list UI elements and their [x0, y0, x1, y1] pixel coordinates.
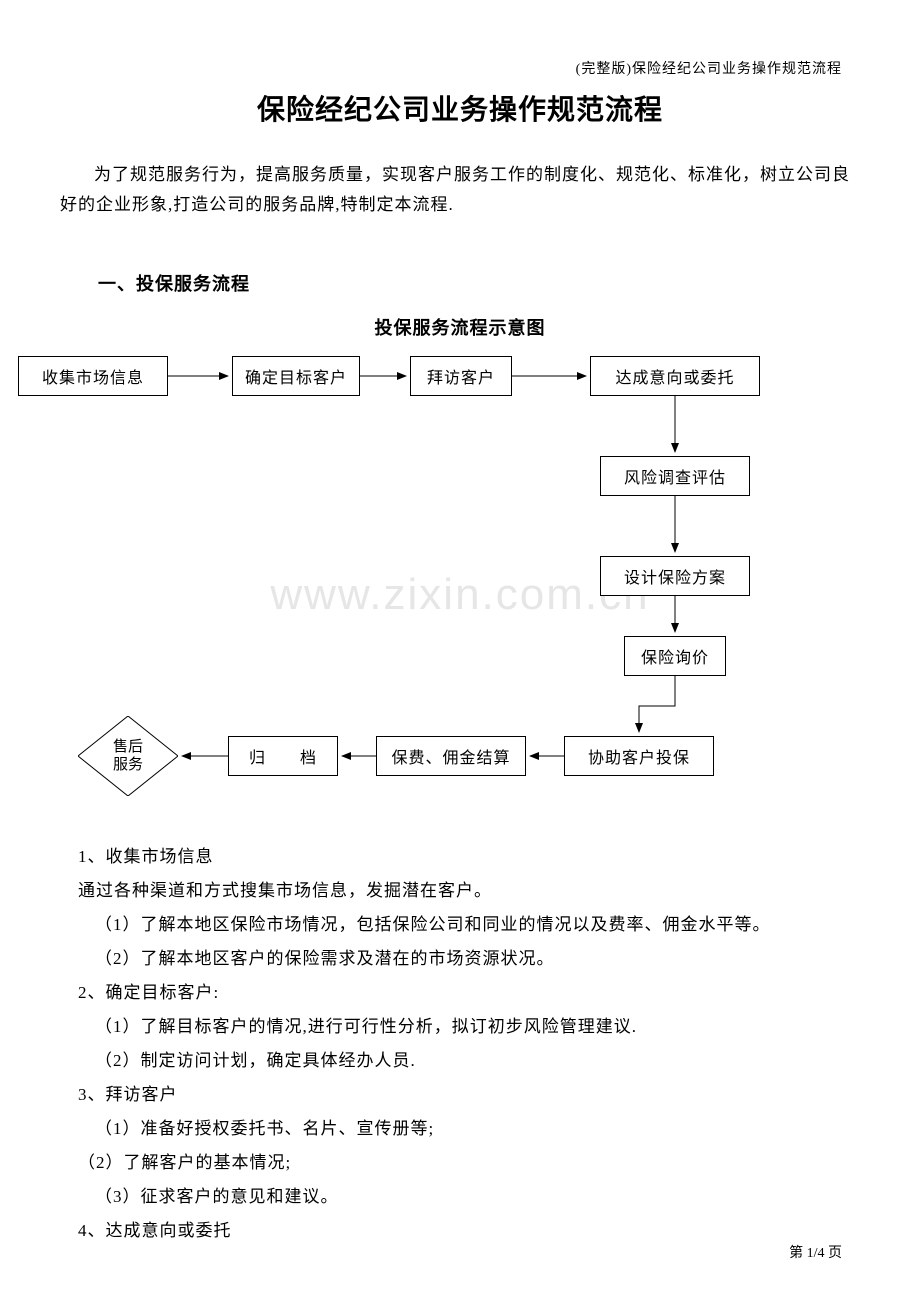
edge-8-9: [526, 746, 564, 766]
flow-node-quote: 保险询价: [624, 636, 726, 676]
edge-10-11: [178, 746, 228, 766]
p8: 3、拜访客户: [78, 1078, 878, 1112]
edge-6-7: [665, 596, 685, 636]
flow-node-settlement: 保费、佣金结算: [376, 736, 526, 776]
edge-9-10: [338, 746, 376, 766]
p2: 通过各种渠道和方式搜集市场信息，发掘潜在客户。: [78, 874, 878, 908]
intro-paragraph: 为了规范服务行为，提高服务质量，实现客户服务工作的制度化、规范化、标准化，树立公…: [60, 160, 860, 220]
flow-node-intent: 达成意向或委托: [590, 356, 760, 396]
p9: （1）准备好授权委托书、名片、宣传册等;: [78, 1112, 878, 1146]
flow-node-archive: 归 档: [228, 736, 338, 776]
p6: （1）了解目标客户的情况,进行可行性分析，拟订初步风险管理建议.: [78, 1010, 878, 1044]
p12: 4、达成意向或委托: [78, 1214, 878, 1248]
flow-node-visit-customer: 拜访客户: [410, 356, 512, 396]
flow-node-risk-assess: 风险调查评估: [600, 456, 750, 496]
p5: 2、确定目标客户:: [78, 976, 878, 1010]
p4: （2）了解本地区客户的保险需求及潜在的市场资源状况。: [78, 942, 878, 976]
edge-4-5: [665, 396, 685, 456]
edge-5-6: [665, 496, 685, 556]
flow-node-after-sales-label: 售后服务: [113, 738, 143, 774]
flow-node-target-customer: 确定目标客户: [232, 356, 360, 396]
section-1-heading: 一、投保服务流程: [98, 270, 250, 296]
flowchart: 收集市场信息 确定目标客户 拜访客户 达成意向或委托 风险调查评估 设计保险方案…: [0, 356, 920, 816]
edge-7-8: [629, 676, 685, 736]
flow-node-collect-info: 收集市场信息: [18, 356, 168, 396]
edge-2-3: [360, 366, 410, 386]
edge-1-2: [168, 366, 232, 386]
edge-3-4: [512, 366, 590, 386]
page-title: 保险经纪公司业务操作规范流程: [0, 88, 920, 128]
flow-node-design-plan: 设计保险方案: [600, 556, 750, 596]
p7: （2）制定访问计划，确定具体经办人员.: [78, 1044, 878, 1078]
flow-node-after-sales: 售后服务: [78, 716, 178, 796]
flow-node-assist-insure: 协助客户投保: [564, 736, 714, 776]
p11: （3）征求客户的意见和建议。: [78, 1180, 878, 1214]
header-note: (完整版)保险经纪公司业务操作规范流程: [576, 58, 842, 78]
p1: 1、收集市场信息: [78, 840, 878, 874]
body-content: 1、收集市场信息 通过各种渠道和方式搜集市场信息，发掘潜在客户。 （1）了解本地…: [78, 840, 878, 1248]
diagram-title: 投保服务流程示意图: [0, 314, 920, 340]
page-footer: 第 1/4 页: [789, 1242, 842, 1262]
p10: （2）了解客户的基本情况;: [78, 1146, 878, 1180]
p3: （1）了解本地区保险市场情况，包括保险公司和同业的情况以及费率、佣金水平等。: [78, 908, 878, 942]
